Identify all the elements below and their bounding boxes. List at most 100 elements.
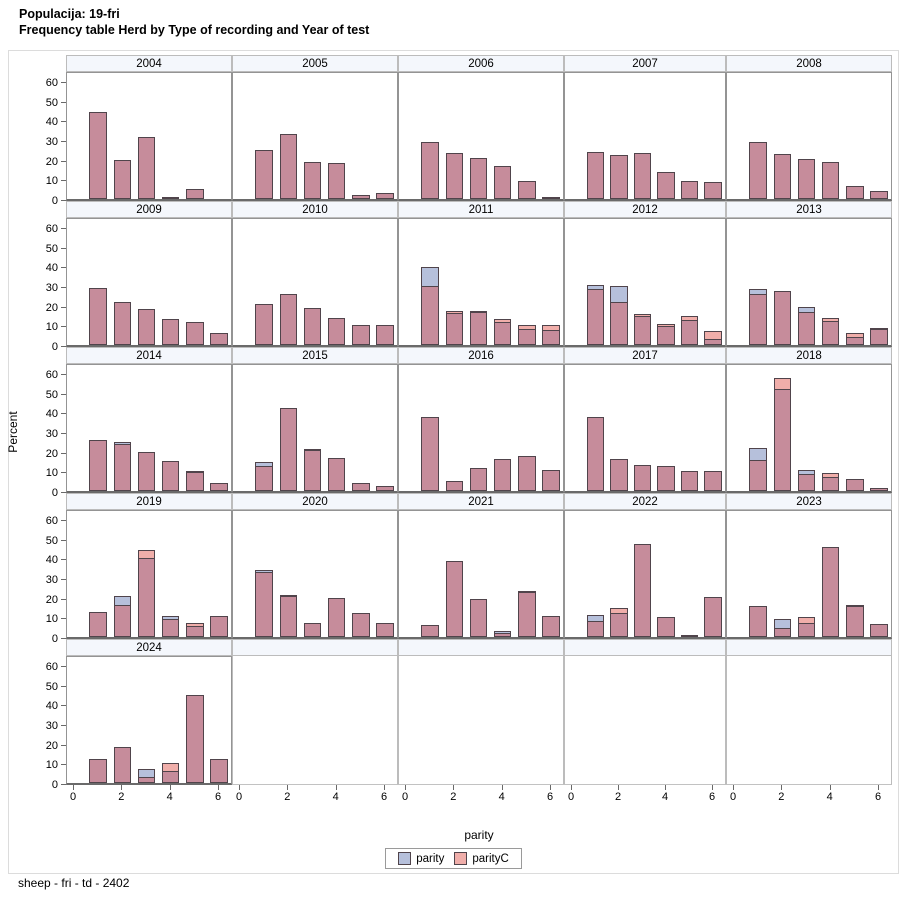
- x-tick-mark: [121, 785, 123, 790]
- bar-2008-parity6: [870, 191, 888, 199]
- y-tick-mark: [61, 598, 66, 600]
- x-tick-label: 0: [69, 791, 77, 803]
- plot-frame-border: [8, 50, 899, 874]
- bar-overlap-2014-parity5: [186, 472, 204, 491]
- legend-entry-parity: parity: [398, 852, 444, 865]
- bar-2004-parity5: [186, 189, 204, 199]
- panel-plot-2013: [726, 218, 892, 347]
- y-tick-mark: [61, 140, 66, 142]
- y-tick-label: 30: [45, 427, 58, 440]
- x-tick-label: 2: [284, 791, 291, 803]
- panel-plot-2006: [398, 72, 564, 201]
- legend-label-parity: parity: [416, 852, 445, 865]
- bar-2024-parity2: [113, 746, 132, 783]
- bar-2017-parity5: [680, 471, 699, 491]
- y-tick-mark: [61, 247, 66, 249]
- y-tick-label: 20: [45, 301, 58, 314]
- panel-header-2017: 2017: [564, 347, 726, 364]
- bar-2017-parity3: [633, 465, 652, 491]
- bar-overlap-2014-parity2: [113, 443, 132, 491]
- bar-overlap-2012-parity5: [680, 320, 699, 345]
- y-tick-mark: [61, 227, 66, 229]
- panel-header-2019: 2019: [66, 493, 232, 510]
- bar-2015-parity6: [376, 486, 394, 491]
- bar-overlap-2022-parity1: [586, 621, 605, 637]
- bar-2004-parity4: [161, 197, 180, 199]
- bar-overlap-2011-parity5: [518, 329, 536, 345]
- bar-overlap-2015-parity1: [255, 466, 273, 491]
- bar-overlap-2020-parity1: [255, 572, 273, 637]
- x-tick-mark: [73, 785, 74, 790]
- bar-2024-parity6: [210, 759, 228, 783]
- y-tick-label: 0: [51, 341, 58, 353]
- panel-plot-2007: [564, 72, 726, 201]
- legend: parity parityC: [0, 848, 907, 869]
- panel-header-2022: 2022: [564, 493, 726, 510]
- x-tick-mark: [733, 785, 734, 790]
- bar-2016-parity1: [421, 417, 439, 491]
- bar-2010-parity2: [279, 293, 298, 345]
- bar-2022-parity3: [633, 543, 652, 637]
- panel-plot-2008: [726, 72, 892, 201]
- bar-overlap-2021-parity4: [493, 633, 512, 637]
- x-tick-mark: [287, 785, 289, 790]
- y-axis-title: Percent: [6, 411, 20, 453]
- bar-2005-parity5: [352, 195, 370, 199]
- bar-2014-parity3: [137, 451, 156, 491]
- empty-panel-cell: [232, 656, 398, 785]
- bar-2023-parity4: [821, 546, 840, 637]
- bar-2014-parity6: [210, 483, 228, 491]
- bar-overlap-2024-parity4: [161, 771, 180, 783]
- bar-overlap-2011-parity1: [421, 286, 439, 345]
- y-tick-mark: [61, 121, 66, 123]
- y-tick-label: 50: [45, 388, 58, 401]
- bar-2008-parity1: [749, 141, 767, 199]
- bar-overlap-2023-parity2: [773, 628, 792, 637]
- bar-2006-parity2: [445, 152, 464, 199]
- x-tick-mark: [335, 785, 337, 790]
- bar-overlap-2012-parity6: [704, 339, 722, 345]
- bar-2009-parity6: [210, 333, 228, 345]
- bar-2010-parity1: [255, 303, 273, 345]
- x-tick-label: 2: [778, 791, 785, 803]
- panel-header-2023: 2023: [726, 493, 892, 510]
- y-tick-label: 10: [45, 321, 58, 334]
- chart-title-main: Frequency table Herd by Type of recordin…: [19, 23, 370, 37]
- bar-2017-parity2: [610, 458, 628, 491]
- bar-overlap-2023-parity5: [846, 605, 864, 637]
- bar-2024-parity5: [186, 695, 204, 783]
- bar-2009-parity1: [89, 287, 107, 345]
- y-tick-mark: [61, 685, 66, 687]
- bar-overlap-2018-parity4: [821, 477, 840, 491]
- bar-overlap-2019-parity3: [137, 558, 156, 637]
- panel-header-2024: 2024: [66, 639, 232, 656]
- x-tick-label: 0: [729, 791, 737, 803]
- bar-overlap-2013-parity5: [846, 337, 864, 345]
- empty-panel-header: [398, 639, 564, 656]
- y-tick-label: 20: [45, 155, 58, 168]
- bar-2020-parity4: [327, 597, 346, 637]
- bar-overlap-2020-parity2: [279, 595, 298, 637]
- bar-overlap-2011-parity6: [542, 330, 560, 345]
- x-axis-title: parity: [464, 828, 494, 842]
- y-tick-label: 20: [45, 593, 58, 606]
- panel-plot-2018: [726, 364, 892, 493]
- y-tick-label: 30: [45, 281, 58, 294]
- empty-panel-header: [232, 639, 398, 656]
- y-tick-label: 60: [45, 222, 58, 235]
- y-tick-label: 30: [45, 135, 58, 148]
- empty-panel-cell: [564, 656, 726, 785]
- panel-header-2016: 2016: [398, 347, 564, 364]
- bar-2013-parity2: [773, 290, 792, 345]
- x-tick-label: 0: [567, 791, 575, 803]
- bar-2014-parity1: [89, 439, 107, 491]
- x-tick-mark: [618, 785, 619, 790]
- bar-2009-parity3: [137, 308, 156, 345]
- panel-plot-2004: [66, 72, 232, 201]
- bar-overlap-2012-parity1: [586, 288, 605, 345]
- bar-2018-parity5: [846, 479, 864, 491]
- x-tick-label: 6: [380, 791, 388, 803]
- bar-overlap-2019-parity5: [186, 626, 204, 637]
- bar-overlap-2024-parity3: [137, 777, 156, 783]
